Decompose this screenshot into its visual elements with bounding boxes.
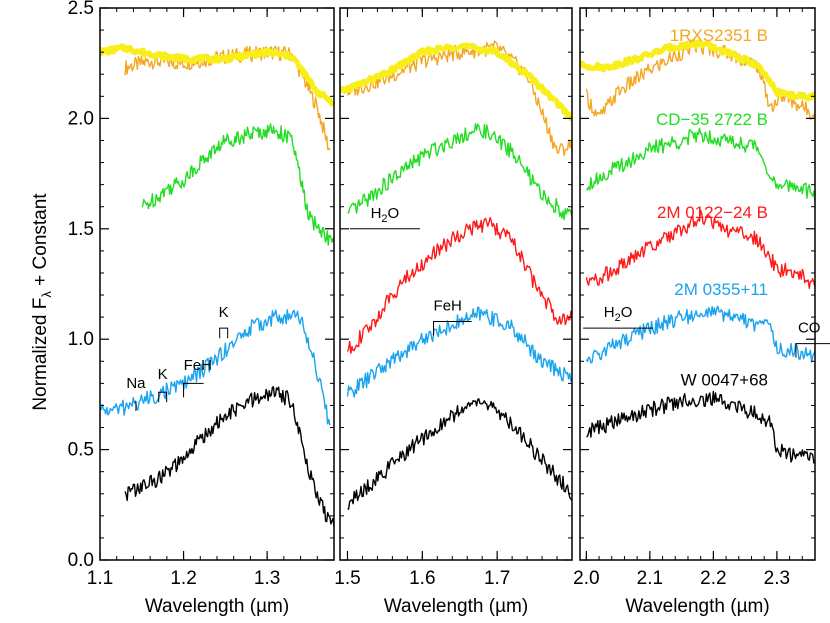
series-line bbox=[586, 390, 815, 464]
panel-frame bbox=[99, 7, 335, 561]
y-tick-label: 1.5 bbox=[68, 219, 94, 240]
series-line bbox=[585, 209, 815, 290]
series-line bbox=[347, 123, 572, 221]
x-tick-label: 2.3 bbox=[764, 568, 790, 589]
series-line bbox=[346, 216, 572, 354]
x-tick-label: 1.7 bbox=[484, 568, 510, 589]
y-tick-label: 1.0 bbox=[68, 329, 94, 350]
y-tick-label: 2.5 bbox=[68, 0, 94, 19]
x-tick-label: 1.5 bbox=[334, 568, 360, 589]
panel-frame bbox=[339, 7, 573, 561]
panels-layer: 0.0 0.5 1.0 1.5 2.0 2.5 1.1 1.2 1.3 Wavelength (µ… bbox=[68, 0, 830, 617]
x-tick-label: 1.3 bbox=[254, 568, 280, 589]
series-line bbox=[346, 40, 572, 157]
x-tick-label: 1.2 bbox=[170, 568, 196, 589]
x-axis-title: Wavelength (µm) bbox=[625, 596, 769, 617]
x-tick-label: 2.2 bbox=[700, 568, 726, 589]
x-tick-label: 2.1 bbox=[637, 568, 663, 589]
x-tick-label: 1.6 bbox=[409, 568, 435, 589]
panel-1: 0.0 0.5 1.0 1.5 2.0 2.5 1.1 1.2 1.3 Wavelength (µ… bbox=[68, 0, 335, 617]
feature-label-feh: FeH bbox=[184, 357, 212, 374]
panel-3: 2.0 2.1 2.2 2.3 Wavelength (µm) H2O CO 1RXS2351… bbox=[573, 7, 830, 617]
series-line bbox=[100, 43, 334, 107]
y-axis-title: Normalized Fλ + Constant bbox=[30, 193, 54, 411]
series-line bbox=[585, 127, 815, 203]
feature-bracket bbox=[219, 327, 229, 339]
panel-2: 1.5 1.6 1.7 Wavelength (µm) H2O FeH bbox=[334, 7, 573, 617]
feature-label-feh: FeH bbox=[434, 297, 462, 314]
feature-bracket bbox=[158, 391, 168, 403]
x-axis-title: Wavelength (µm) bbox=[384, 596, 528, 617]
series-name-label: 2M 0122−24 B bbox=[657, 203, 768, 222]
feature-bar bbox=[433, 321, 472, 336]
series-group bbox=[100, 43, 334, 527]
series-line bbox=[100, 309, 331, 426]
series-line bbox=[585, 38, 815, 121]
series-group bbox=[340, 40, 572, 510]
y-tick-label: 0.0 bbox=[68, 550, 94, 571]
series-name-label: CD−35 2722 B bbox=[656, 110, 768, 129]
series-line bbox=[141, 123, 334, 246]
series-line bbox=[340, 42, 572, 122]
feature-bar bbox=[795, 343, 830, 358]
series-line bbox=[347, 398, 572, 510]
panel-frame bbox=[579, 7, 816, 561]
feature-label-co: CO bbox=[798, 320, 821, 337]
feature-label-k: K bbox=[158, 366, 168, 383]
y-tick-label: 0.5 bbox=[68, 440, 94, 461]
x-axis-title: Wavelength (µm) bbox=[145, 596, 289, 617]
series-name-label: W 0047+68 bbox=[681, 371, 768, 390]
series-line bbox=[124, 386, 334, 527]
series-line bbox=[585, 305, 815, 364]
x-tick-label: 2.0 bbox=[573, 568, 599, 589]
y-tick-label: 2.0 bbox=[68, 108, 94, 129]
x-tick-label: 1.1 bbox=[87, 568, 113, 589]
feature-label-h2o: H2O bbox=[604, 304, 633, 324]
series-line bbox=[346, 306, 572, 398]
series-group bbox=[580, 38, 815, 464]
series-name-label: 1RXS2351 B bbox=[670, 26, 768, 45]
series-name-label: 2M 0355+11 bbox=[674, 280, 768, 299]
feature-label-k: K bbox=[219, 304, 229, 321]
feature-label-h2o: H2O bbox=[371, 205, 400, 225]
feature-label-na: Na bbox=[126, 375, 146, 392]
feature-bar bbox=[183, 382, 204, 398]
series-line bbox=[580, 39, 815, 102]
